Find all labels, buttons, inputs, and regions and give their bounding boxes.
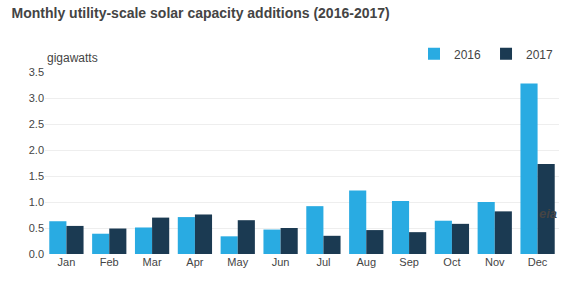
svg-text:Oct: Oct: [443, 256, 460, 268]
svg-text:Monthly utility-scale solar ca: Monthly utility-scale solar capacity add…: [12, 5, 390, 21]
svg-text:Feb: Feb: [100, 256, 119, 268]
svg-text:gigawatts: gigawatts: [47, 51, 98, 65]
svg-text:Apr: Apr: [186, 256, 203, 268]
svg-text:Mar: Mar: [143, 256, 162, 268]
svg-text:3.0: 3.0: [29, 92, 44, 104]
svg-text:Jun: Jun: [272, 256, 290, 268]
svg-text:3.5: 3.5: [29, 66, 44, 78]
svg-text:0.0: 0.0: [29, 248, 44, 260]
svg-text:May: May: [227, 256, 248, 268]
svg-text:Jan: Jan: [58, 256, 76, 268]
svg-text:eia: eia: [539, 206, 557, 221]
svg-text:Sep: Sep: [399, 256, 419, 268]
svg-text:Dec: Dec: [528, 256, 548, 268]
svg-text:2016: 2016: [454, 48, 481, 62]
svg-text:Aug: Aug: [356, 256, 376, 268]
svg-text:1.0: 1.0: [29, 196, 44, 208]
svg-text:2.0: 2.0: [29, 144, 44, 156]
svg-text:0.5: 0.5: [29, 222, 44, 234]
svg-text:2.5: 2.5: [29, 118, 44, 130]
svg-text:Jul: Jul: [316, 256, 330, 268]
svg-text:1.5: 1.5: [29, 170, 44, 182]
svg-text:2017: 2017: [526, 48, 553, 62]
svg-text:Nov: Nov: [485, 256, 505, 268]
